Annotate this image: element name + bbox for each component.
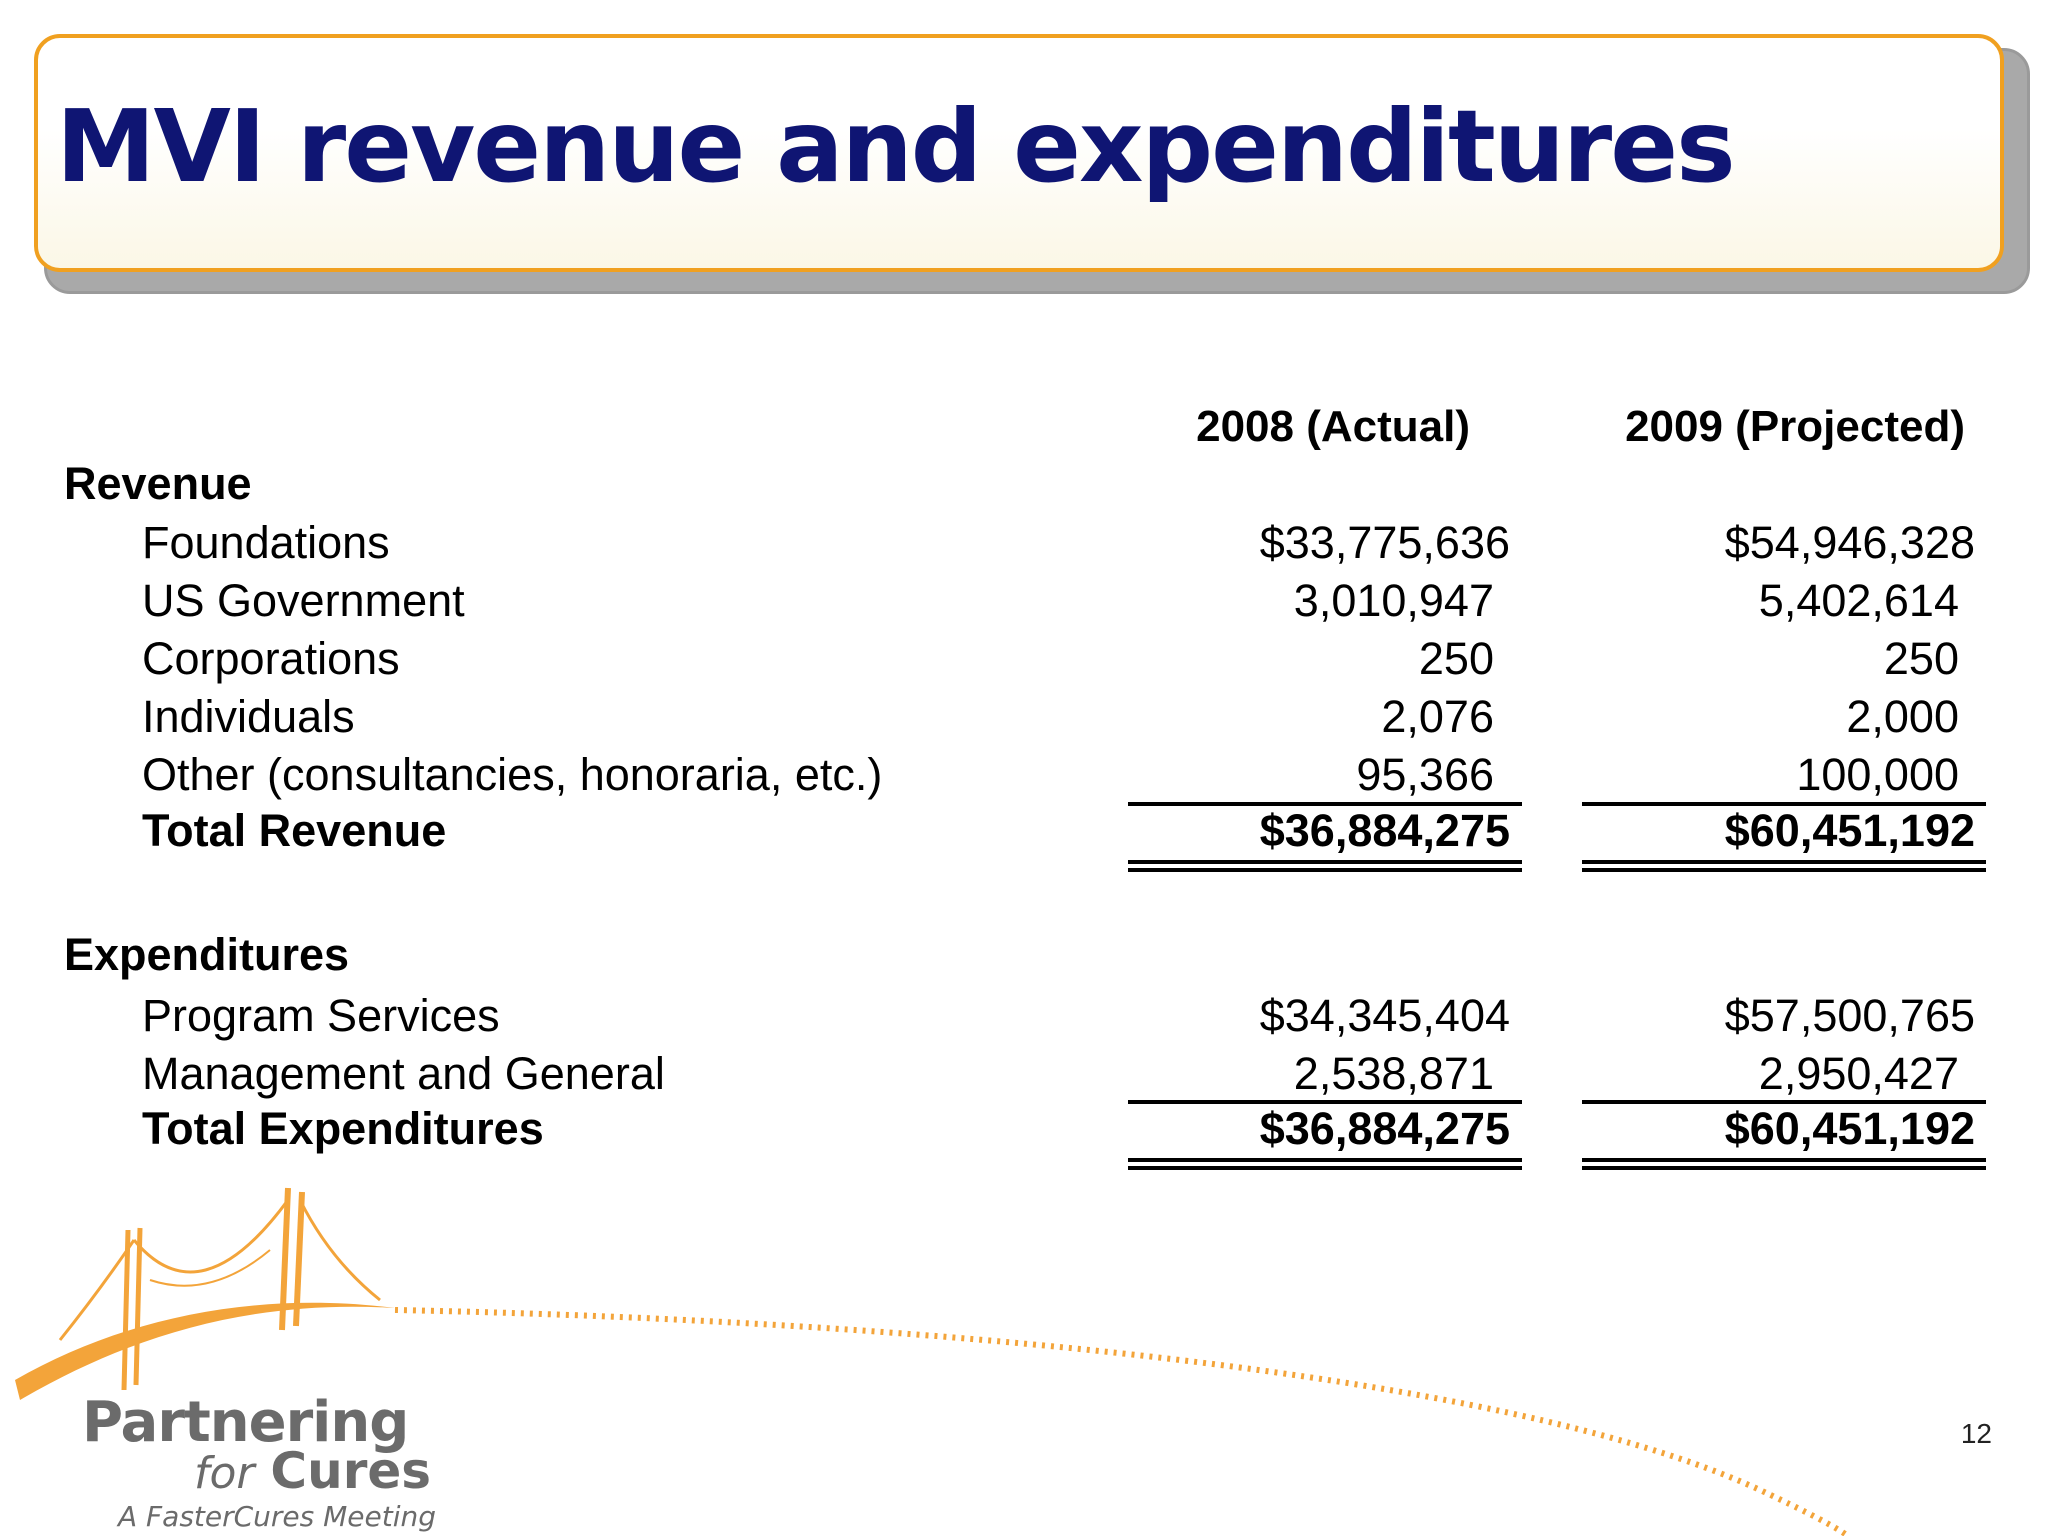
cell-foundations-2009: $54,946,328	[1724, 517, 1975, 568]
cell-total-revenue-2008: $36,884,275	[1259, 805, 1510, 856]
exp-double-rule-2008-b	[1128, 1166, 1522, 1170]
cell-program-services-2008: $34,345,404	[1259, 990, 1510, 1041]
exp-subtotal-rule-2008	[1128, 1100, 1522, 1104]
logo-wordmark-partnering: Partnering	[82, 1390, 409, 1455]
total-double-rule-2008-b	[1128, 868, 1522, 872]
tower-left-a	[121, 1229, 131, 1391]
logo-word-for: for	[194, 1448, 255, 1499]
cell-foundations-2008: $33,775,636	[1259, 517, 1510, 568]
section-heading-revenue: Revenue	[64, 458, 252, 509]
logo-tagline: A FasterCures Meeting	[118, 1500, 437, 1533]
cell-other-2009: 100,000	[1796, 749, 1959, 800]
total-double-rule-2009-b	[1582, 868, 1986, 872]
cell-us-government-2009: 5,402,614	[1758, 575, 1959, 626]
tower-right-b	[293, 1191, 305, 1327]
logo-word-cures: Cures	[270, 1442, 432, 1500]
exp-double-rule-2009-b	[1582, 1166, 1986, 1170]
column-header-2008: 2008 (Actual)	[1196, 402, 1470, 451]
tower-left-b	[133, 1227, 143, 1386]
subtotal-rule-2009	[1582, 802, 1986, 806]
row-label-corporations: Corporations	[142, 633, 400, 684]
cell-us-government-2008: 3,010,947	[1293, 575, 1494, 626]
row-label-management-general: Management and General	[142, 1048, 665, 1099]
cell-management-general-2008: 2,538,871	[1293, 1048, 1494, 1099]
column-header-2009: 2009 (Projected)	[1625, 402, 1965, 451]
exp-subtotal-rule-2009	[1582, 1100, 1986, 1104]
exp-double-rule-2008-a	[1128, 1158, 1522, 1162]
bridge-deck	[15, 1302, 395, 1400]
section-heading-expenditures: Expenditures	[64, 929, 350, 980]
dotted-swoosh	[394, 1307, 1850, 1536]
row-label-individuals: Individuals	[142, 691, 355, 742]
cell-other-2008: 95,366	[1356, 749, 1494, 800]
row-label-us-government: US Government	[142, 575, 465, 626]
row-label-total-expenditures: Total Expenditures	[142, 1103, 544, 1154]
bridge-logo-graphic	[15, 1187, 1850, 1536]
row-label-total-revenue: Total Revenue	[142, 805, 447, 856]
row-label-other: Other (consultancies, honoraria, etc.)	[142, 749, 883, 800]
cell-corporations-2009: 250	[1883, 633, 1959, 684]
cell-total-expenditures-2009: $60,451,192	[1724, 1103, 1975, 1154]
tower-right-a	[279, 1187, 291, 1331]
logo-wordmark-for-cures: for Cures	[194, 1442, 431, 1500]
cell-management-general-2009: 2,950,427	[1758, 1048, 1959, 1099]
cell-total-expenditures-2008: $36,884,275	[1259, 1103, 1510, 1154]
cell-individuals-2008: 2,076	[1381, 691, 1494, 742]
total-double-rule-2009-a	[1582, 860, 1986, 864]
cell-total-revenue-2009: $60,451,192	[1724, 805, 1975, 856]
cell-corporations-2008: 250	[1418, 633, 1494, 684]
cell-individuals-2009: 2,000	[1846, 691, 1959, 742]
title-box	[34, 34, 2004, 272]
page-number: 12	[1960, 1418, 1992, 1449]
exp-double-rule-2009-a	[1582, 1158, 1986, 1162]
subtotal-rule-2008	[1128, 802, 1522, 806]
row-label-foundations: Foundations	[142, 517, 390, 568]
slide-title: MVI revenue and expenditures	[56, 88, 1736, 205]
cell-program-services-2009: $57,500,765	[1724, 990, 1975, 1041]
total-double-rule-2008-a	[1128, 860, 1522, 864]
row-label-program-services: Program Services	[142, 990, 500, 1041]
